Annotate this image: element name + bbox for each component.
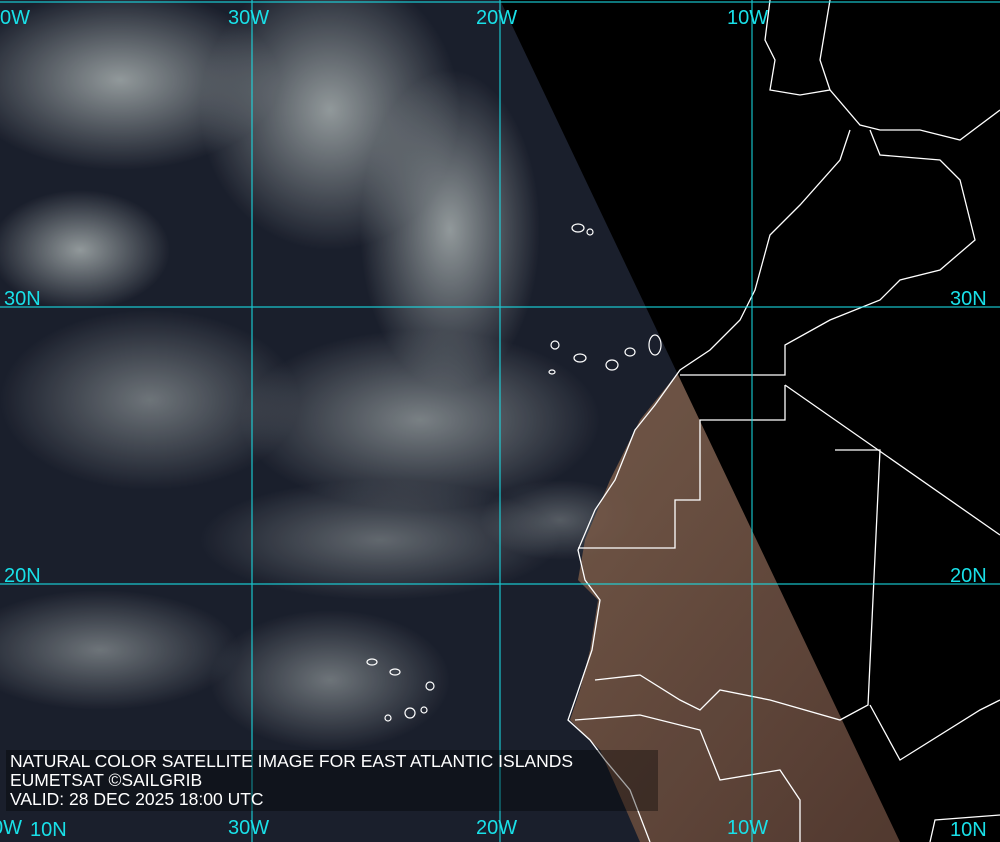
cloud-cover bbox=[0, 0, 640, 750]
grid-label-top: 0W bbox=[0, 7, 30, 29]
grid-label-left: 30N bbox=[4, 288, 41, 310]
grid-label-top: 30W bbox=[228, 7, 270, 29]
grid-label-bottom: 20W bbox=[476, 817, 518, 839]
grid-label-top: 10W bbox=[727, 7, 769, 29]
grid-label-left: 10N bbox=[30, 819, 67, 841]
caption-title: NATURAL COLOR SATELLITE IMAGE FOR EAST A… bbox=[10, 751, 574, 771]
caption-box: NATURAL COLOR SATELLITE IMAGE FOR EAST A… bbox=[6, 750, 658, 811]
grid-label-left: 20N bbox=[4, 565, 41, 587]
grid-label-bottom: 30W bbox=[228, 817, 270, 839]
caption-valid-time: VALID: 28 DEC 2025 18:00 UTC bbox=[10, 789, 264, 809]
grid-label-right: 30N bbox=[950, 288, 987, 310]
grid-label-bottom: 0W bbox=[0, 817, 22, 839]
coastlines bbox=[567, 0, 1000, 842]
grid-label-right: 10N bbox=[950, 819, 987, 841]
grid-label-right: 20N bbox=[950, 565, 987, 587]
grid-label-bottom: 10W bbox=[727, 817, 769, 839]
grid-label-top: 20W bbox=[476, 7, 518, 29]
caption-source: EUMETSAT ©SAILGRIB bbox=[10, 770, 203, 790]
night-side bbox=[500, 0, 1000, 842]
islands bbox=[366, 223, 662, 722]
